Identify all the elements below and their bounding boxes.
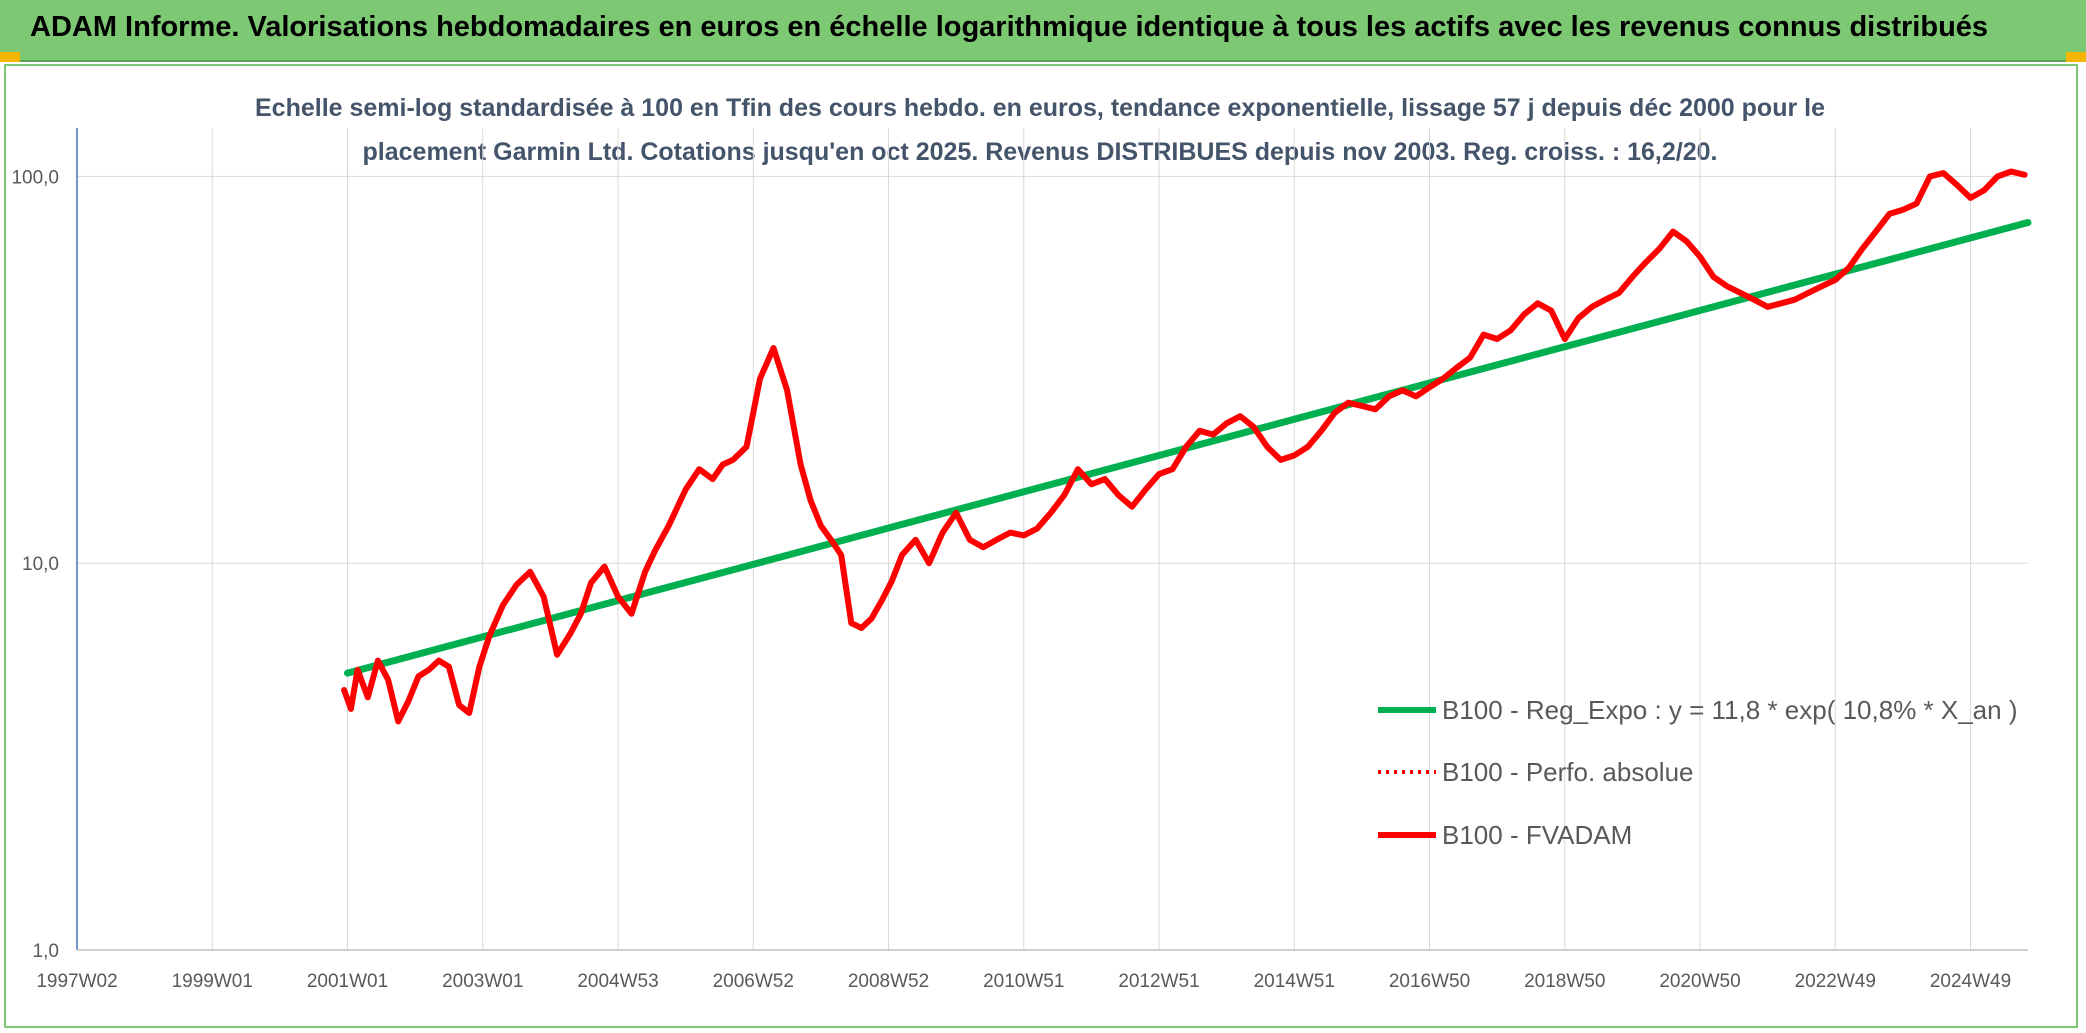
x-tick-label: 2020W50 [1659, 971, 1740, 992]
x-tick-label: 2001W01 [307, 971, 388, 992]
legend-label-2: B100 - Perfo. absolue [1442, 757, 1694, 787]
corner-marker-right [2066, 52, 2086, 62]
corner-marker-left [0, 52, 20, 62]
x-tick-label: 2018W50 [1524, 971, 1605, 992]
x-tick-label: 1997W02 [36, 971, 117, 992]
x-tick-label: 2003W01 [442, 971, 523, 992]
axes: 1997W02 1999W01 2001W01 2003W01 2004W53 2006W… [11, 128, 2028, 992]
x-tick-label: 2022W49 [1795, 971, 1876, 992]
chart-frame [4, 64, 2078, 1028]
legend-label-1: B100 - Reg_Expo : y = 11,8 * exp( 10,8% … [1442, 695, 2017, 725]
x-tick-label: 2006W52 [713, 971, 794, 992]
x-tick-label: 2010W51 [983, 971, 1064, 992]
series-line-3 [341, 168, 2028, 725]
legend-label-3: B100 - FVADAM [1442, 820, 1632, 850]
grid [76, 128, 2028, 951]
x-tick-label: 2024W49 [1930, 971, 2011, 992]
header-banner: ADAM Informe. Valorisations hebdomadaire… [0, 0, 2086, 62]
x-tick-label: 2012W51 [1118, 971, 1199, 992]
y-tick-label: 1,0 [33, 941, 59, 962]
x-tick-label: 2014W51 [1254, 971, 1335, 992]
chart-subtitle: Echelle semi-log standardisée à 100 en T… [170, 86, 1910, 174]
x-tick-label: 2008W52 [848, 971, 929, 992]
x-tick-label: 2004W53 [577, 971, 658, 992]
series [341, 168, 2032, 725]
y-tick-label: 10,0 [22, 554, 59, 575]
page-title: ADAM Informe. Valorisations hebdomadaire… [30, 11, 1989, 43]
chart-subtitle-line-2: placement Garmin Ltd. Cotations jusqu'en… [362, 138, 1718, 166]
x-tick-label: 1999W01 [172, 971, 253, 992]
legend: B100 - Reg_Expo : y = 11,8 * exp( 10,8% … [1378, 695, 2017, 850]
chart-subtitle-line-1: Echelle semi-log standardisée à 100 en T… [255, 94, 1825, 122]
y-tick-label: 100,0 [11, 167, 59, 188]
x-tick-label: 2016W50 [1389, 971, 1470, 992]
